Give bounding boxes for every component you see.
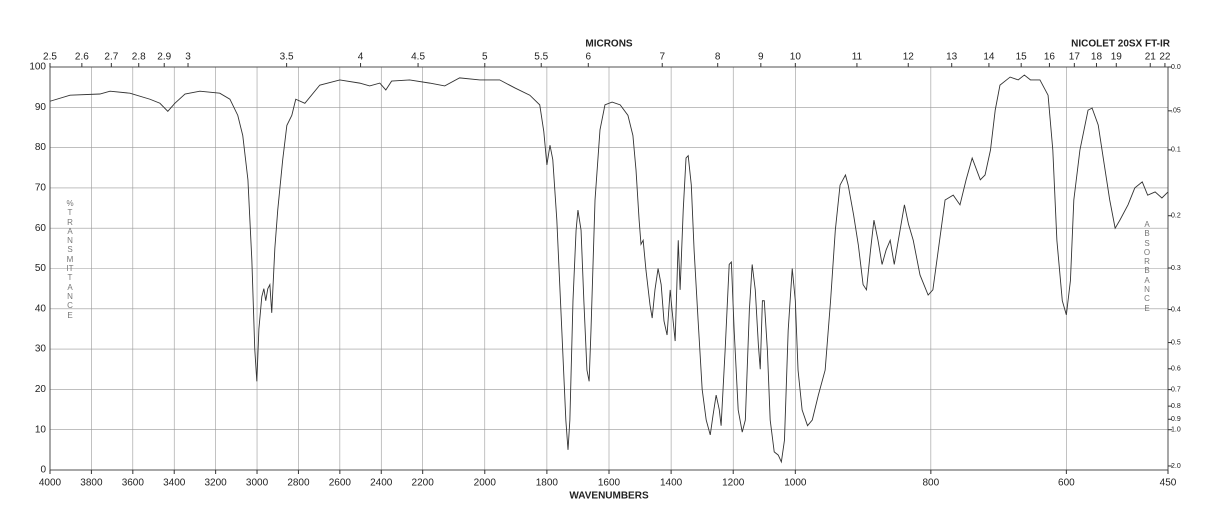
x-tick-label: 2000 xyxy=(474,478,497,489)
x-tick-label: 2400 xyxy=(370,478,393,489)
x-tick-label: 3600 xyxy=(122,478,145,489)
y-tick-label: 50 xyxy=(35,263,47,274)
y2-axis-label: ABSORBANCE xyxy=(1143,220,1151,313)
x2-tick-label: 4 xyxy=(358,52,364,63)
x2-tick-label: 2.8 xyxy=(132,52,146,63)
y-tick-label: 90 xyxy=(35,102,47,113)
x-tick-label: 600 xyxy=(1058,478,1075,489)
x2-tick-label: 3 xyxy=(185,52,191,63)
x2-tick-label: 12 xyxy=(903,52,915,63)
y-tick-label: 10 xyxy=(35,424,47,435)
y-tick-label: 100 xyxy=(29,62,46,73)
x2-tick-label: 13 xyxy=(946,52,958,63)
x2-tick-label: 2.5 xyxy=(43,52,57,63)
x2-tick-label: 14 xyxy=(983,52,995,63)
x-tick-label: 3200 xyxy=(205,478,228,489)
x2-tick-label: 18 xyxy=(1091,52,1103,63)
y2-tick-label: 0.2 xyxy=(1171,213,1181,220)
y2-tick-label: 0.4 xyxy=(1171,306,1181,313)
x-tick-label: 800 xyxy=(923,478,940,489)
x2-tick-label: 9 xyxy=(758,52,764,63)
y-tick-label: 20 xyxy=(35,384,47,395)
x-tick-label: 2800 xyxy=(287,478,310,489)
chart-title: MICRONS xyxy=(585,39,633,50)
y-axis-label: %TRANSMITTANCE xyxy=(66,199,74,320)
y-tick-label: 30 xyxy=(35,344,47,355)
y2-tick-label: .05 xyxy=(1171,108,1181,115)
x-tick-label: 1400 xyxy=(660,478,683,489)
x2-tick-label: 2.6 xyxy=(75,52,89,63)
x2-tick-label: 3.5 xyxy=(280,52,294,63)
x2-tick-label: 19 xyxy=(1111,52,1123,63)
x2-tick-label: 21 xyxy=(1145,52,1157,63)
x2-tick-label: 2.9 xyxy=(157,52,171,63)
x-axis-label: WAVENUMBERS xyxy=(569,491,649,502)
x2-tick-label: 16 xyxy=(1044,52,1056,63)
y2-tick-label: 0.0 xyxy=(1171,64,1181,71)
y-tick-label: 80 xyxy=(35,142,47,153)
y2-tick-label: 0.3 xyxy=(1171,265,1181,272)
y2-tick-label: 0.1 xyxy=(1171,147,1181,154)
x2-tick-label: 7 xyxy=(659,52,665,63)
instrument-label: NICOLET 20SX FT-IR xyxy=(1071,39,1171,50)
x-tick-label: 1200 xyxy=(722,478,745,489)
y2-tick-label: 0.5 xyxy=(1171,339,1181,346)
x-tick-label: 2600 xyxy=(329,478,352,489)
x-tick-label: 3400 xyxy=(163,478,186,489)
x-tick-label: 450 xyxy=(1160,478,1177,489)
y2-tick-label: 1.0 xyxy=(1171,427,1181,434)
x2-tick-label: 5.5 xyxy=(534,52,548,63)
y2-tick-label: 0.6 xyxy=(1171,366,1181,373)
x-tick-label: 3800 xyxy=(80,478,103,489)
y-tick-label: 70 xyxy=(35,183,47,194)
x2-tick-label: 5 xyxy=(482,52,488,63)
x2-tick-label: 22 xyxy=(1159,52,1171,63)
x-tick-label: 1800 xyxy=(536,478,559,489)
x-tick-label: 2200 xyxy=(412,478,435,489)
x2-tick-label: 2.7 xyxy=(104,52,118,63)
x2-tick-label: 17 xyxy=(1069,52,1081,63)
x2-tick-label: 15 xyxy=(1016,52,1028,63)
x2-tick-label: 10 xyxy=(790,52,802,63)
y2-tick-label: 2.0 xyxy=(1171,463,1181,470)
x-tick-label: 3000 xyxy=(246,478,269,489)
plot-frame xyxy=(49,66,1169,471)
y-tick-label: 0 xyxy=(40,465,46,476)
x-tick-label: 4000 xyxy=(39,478,62,489)
x-tick-label: 1600 xyxy=(598,478,621,489)
x2-tick-label: 8 xyxy=(715,52,721,63)
y-tick-label: 40 xyxy=(35,303,47,314)
y2-tick-label: 0.8 xyxy=(1171,403,1181,410)
y-tick-label: 60 xyxy=(35,223,47,234)
x-tick-label: 1000 xyxy=(784,478,807,489)
spectrum-line xyxy=(49,74,1169,464)
x2-tick-label: 11 xyxy=(852,52,863,63)
y2-tick-label: 0.7 xyxy=(1171,386,1181,393)
x2-tick-label: 4.5 xyxy=(411,52,425,63)
y2-tick-label: 0.9 xyxy=(1171,416,1181,423)
x2-tick-label: 6 xyxy=(586,52,592,63)
